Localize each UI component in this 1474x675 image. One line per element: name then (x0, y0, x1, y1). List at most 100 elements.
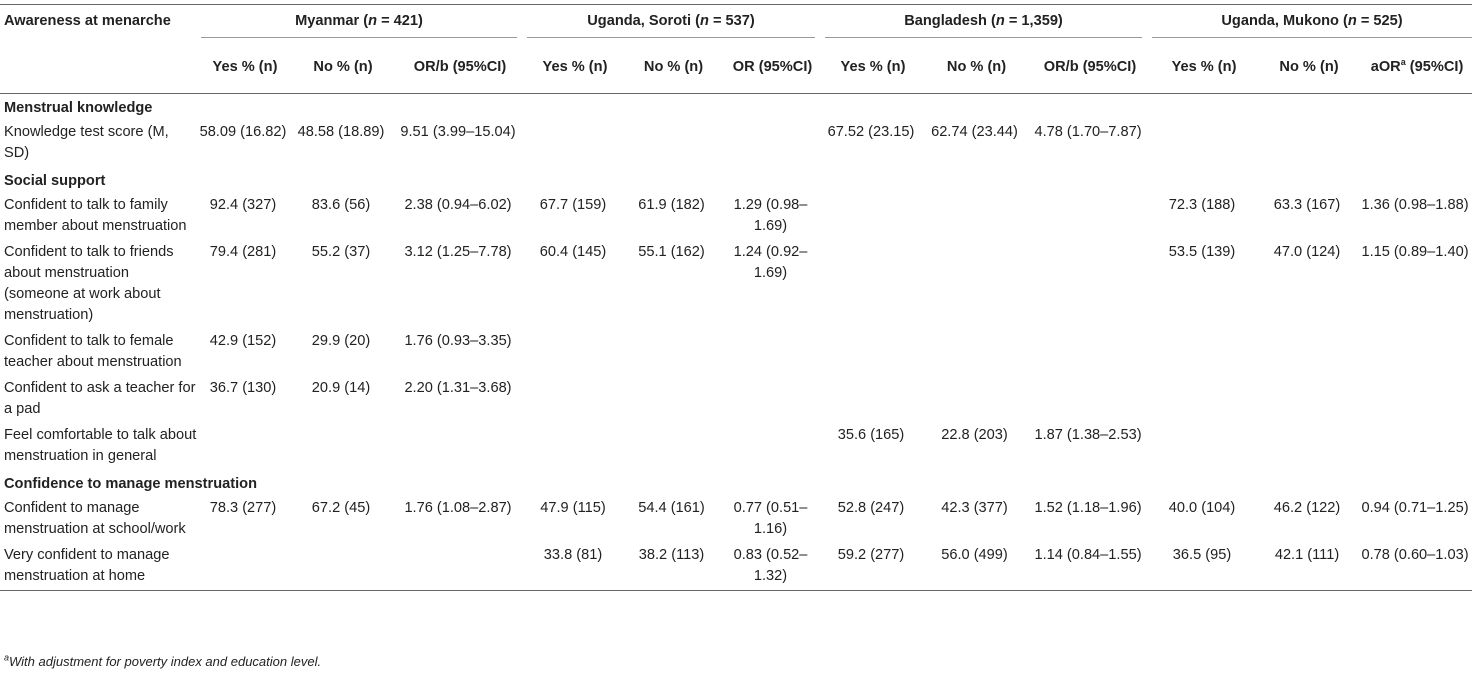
table-cell (393, 543, 523, 591)
table-cell (1028, 193, 1148, 240)
table-cell: 38.2 (113) (623, 543, 720, 591)
table-cell (921, 376, 1028, 423)
table-cell: 4.78 (1.70–7.87) (1034, 124, 1142, 140)
table-cell (393, 423, 523, 470)
table-cell: 60.4 (145) (539, 244, 607, 260)
table-cell (821, 329, 921, 376)
table-cell: 22.8 (203) (941, 427, 1008, 443)
row-label: Very confident to manage menstruation at… (0, 543, 197, 591)
table-cell (921, 240, 1028, 329)
table-cell (1358, 120, 1472, 167)
table-cell (1148, 376, 1256, 423)
table-cell: 47.9 (115) (540, 500, 606, 516)
table-cell (1358, 423, 1472, 470)
table-cell (821, 376, 921, 423)
table-cell (523, 423, 623, 470)
table-cell (1256, 423, 1358, 470)
row-label: Feel comfortable to talk about menstruat… (4, 427, 197, 464)
table-cell (1358, 376, 1472, 423)
data-table: Awareness at menarche Myanmar (n = 421) … (0, 4, 1473, 591)
table-cell: 1.36 (0.98–1.88) (1361, 197, 1469, 213)
table-cell: 63.3 (167) (1273, 197, 1341, 213)
table-cell: 42.9 (152) (209, 333, 277, 349)
table-cell: 67.2 (45) (311, 500, 371, 516)
col-header: OR (95%CI) (720, 45, 821, 94)
row-label: Confident to talk to female teacher abou… (4, 333, 182, 370)
table-cell: 92.4 (327) (209, 197, 277, 213)
table-cell (1148, 329, 1256, 376)
table-cell: 2.20 (1.31–3.68) (404, 380, 512, 396)
table-cell (623, 120, 720, 167)
table-cell: 47.0 (124) (1273, 244, 1341, 260)
table-cell (1028, 376, 1148, 423)
col-header: Yes % (n) (821, 45, 921, 94)
table-cell (1256, 329, 1358, 376)
table-cell (197, 543, 289, 591)
table-cell: 83.6 (56) (311, 197, 371, 213)
table-cell: 36.7 (130) (209, 380, 277, 396)
table-cell: 36.5 (95) (1148, 543, 1257, 591)
group-header-myanmar: Myanmar (n = 421) (197, 4, 523, 45)
table-cell: 1.14 (0.84–1.55) (1028, 543, 1149, 591)
table-cell: 29.9 (20) (311, 333, 371, 349)
table-cell (921, 193, 1028, 240)
col-header: aORa (95%CI) (1358, 45, 1473, 94)
table-cell: 48.58 (18.89) (297, 124, 385, 140)
table-cell: 33.8 (81) (523, 543, 623, 591)
table-cell: 9.51 (3.99–15.04) (400, 124, 516, 140)
table-row: Confident to talk to family member about… (0, 193, 1472, 240)
table-cell: 0.94 (0.71–1.25) (1361, 500, 1469, 516)
table-cell: 79.4 (281) (209, 244, 277, 260)
table-cell (1148, 423, 1256, 470)
table-cell (1256, 120, 1358, 167)
table-cell: 46.2 (122) (1273, 500, 1341, 516)
table-cell: 61.9 (182) (638, 197, 705, 213)
table-cell: 0.83 (0.52–1.32) (720, 543, 821, 591)
table-cell: 1.15 (0.89–1.40) (1361, 244, 1469, 260)
table-cell (720, 376, 821, 423)
corner-header: Awareness at menarche (0, 4, 197, 45)
col-header: No % (n) (623, 45, 720, 94)
table-cell (720, 329, 821, 376)
table-cell: 1.52 (1.18–1.96) (1034, 500, 1142, 516)
table-cell: 1.87 (1.38–2.53) (1034, 427, 1142, 443)
header-row-groups: Awareness at menarche Myanmar (n = 421) … (0, 4, 1473, 45)
row-label: Confident to ask a teacher for a pad (4, 380, 196, 417)
table-cell: 0.77 (0.51–1.16) (733, 500, 808, 537)
row-label: Knowledge test score (M, SD) (4, 124, 169, 161)
col-header: Yes % (n) (1148, 45, 1257, 94)
table-cell: 3.12 (1.25–7.78) (404, 244, 512, 260)
col-header: Yes % (n) (523, 45, 623, 94)
table-cell: 78.3 (277) (209, 500, 277, 516)
section-row: Social support (0, 167, 1472, 193)
table-row: Knowledge test score (M, SD) 58.09 (16.82… (0, 120, 1472, 167)
table-row: Confident to talk to female teacher abou… (0, 329, 1472, 376)
table-cell (289, 423, 393, 470)
table-cell (623, 376, 720, 423)
row-label: Confident to manage menstruation at scho… (4, 500, 186, 537)
table-cell (623, 329, 720, 376)
table-body: Menstrual knowledge Knowledge test score … (0, 94, 1473, 591)
table-cell (1256, 376, 1358, 423)
table-cell (1358, 329, 1472, 376)
table-cell: 55.1 (162) (638, 244, 705, 260)
table-cell: 72.3 (188) (1168, 197, 1236, 213)
col-header: No % (n) (289, 45, 393, 94)
table-cell: 67.7 (159) (539, 197, 607, 213)
table-cell (720, 423, 821, 470)
table-cell: 58.09 (16.82) (199, 124, 287, 140)
table-cell (523, 120, 623, 167)
table-cell (623, 423, 720, 470)
section-row: Confidence to manage menstruation (0, 470, 1472, 496)
table-cell (921, 329, 1028, 376)
group-header-bangladesh: Bangladesh (n = 1,359) (821, 4, 1149, 45)
table-cell: 42.1 (111) (1256, 543, 1359, 591)
table-cell: 40.0 (104) (1168, 500, 1236, 516)
table-cell (523, 376, 623, 423)
section-title: Confidence to manage menstruation (4, 476, 257, 492)
table-cell (1028, 329, 1148, 376)
table-cell: 1.76 (0.93–3.35) (404, 333, 512, 349)
col-header: OR/b (95%CI) (393, 45, 523, 94)
section-row: Menstrual knowledge (0, 94, 1472, 121)
table-cell: 52.8 (247) (837, 500, 905, 516)
